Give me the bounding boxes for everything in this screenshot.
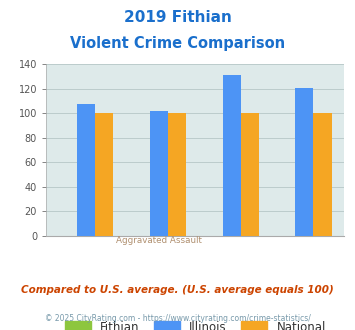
Bar xyxy=(241,114,259,236)
Text: © 2025 CityRating.com - https://www.cityrating.com/crime-statistics/: © 2025 CityRating.com - https://www.city… xyxy=(45,314,310,323)
Text: Violent Crime Comparison: Violent Crime Comparison xyxy=(70,36,285,51)
Bar xyxy=(223,75,241,236)
Bar xyxy=(150,111,168,236)
Text: Compared to U.S. average. (U.S. average equals 100): Compared to U.S. average. (U.S. average … xyxy=(21,285,334,295)
Legend: Fithian, Illinois, National: Fithian, Illinois, National xyxy=(65,321,326,330)
Bar xyxy=(313,114,332,236)
Bar xyxy=(295,88,313,236)
Text: 2019 Fithian: 2019 Fithian xyxy=(124,10,231,25)
Bar xyxy=(95,114,114,236)
Bar xyxy=(77,104,95,236)
Text: Aggravated Assault: Aggravated Assault xyxy=(116,236,202,245)
Bar xyxy=(168,114,186,236)
